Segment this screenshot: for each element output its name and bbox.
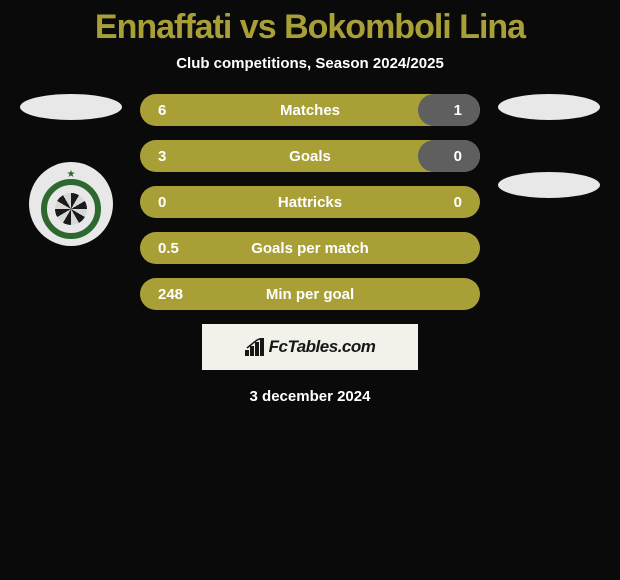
- date-text: 3 december 2024: [250, 388, 371, 405]
- stat-label: Hattricks: [278, 194, 342, 211]
- ball-icon: [55, 193, 87, 225]
- stat-right-value: 0: [454, 194, 462, 211]
- stat-left-value: 6: [158, 102, 166, 119]
- stat-label: Goals per match: [251, 240, 369, 257]
- club-left-crest: ★: [29, 162, 113, 246]
- brand-box[interactable]: FcTables.com: [202, 324, 418, 370]
- stats-column: 6 Matches 1 3 Goals 0 0 Hattricks 0 0.5 …: [140, 94, 480, 310]
- player-left-placeholder: [20, 94, 122, 120]
- crest-ring: [41, 179, 101, 239]
- player-left-column: ★: [20, 94, 122, 246]
- brand-text: FcTables.com: [269, 337, 376, 357]
- stat-right-value: 1: [454, 102, 462, 119]
- page-subtitle: Club competitions, Season 2024/2025: [176, 55, 444, 72]
- crest-icon: ★: [36, 169, 106, 239]
- stat-left-value: 0.5: [158, 240, 179, 257]
- stat-label: Goals: [289, 148, 331, 165]
- stat-right-cap: [418, 94, 480, 126]
- stat-row-matches: 6 Matches 1: [140, 94, 480, 126]
- stat-row-gpm: 0.5 Goals per match: [140, 232, 480, 264]
- stat-right-cap: [418, 140, 480, 172]
- stat-row-hattricks: 0 Hattricks 0: [140, 186, 480, 218]
- stat-row-goals: 3 Goals 0: [140, 140, 480, 172]
- player-right-placeholder: [498, 94, 600, 120]
- main-area: ★ 6 Matches 1 3 Goals 0 0: [0, 94, 620, 310]
- chart-icon: [245, 338, 265, 356]
- stat-left-value: 3: [158, 148, 166, 165]
- stat-row-minpergoal: 248 Min per goal: [140, 278, 480, 310]
- comparison-container: Ennaffati vs Bokomboli Lina Club competi…: [0, 0, 620, 580]
- stat-label: Matches: [280, 102, 340, 119]
- stat-right-value: 0: [454, 148, 462, 165]
- stat-label: Min per goal: [266, 286, 354, 303]
- club-right-placeholder: [498, 172, 600, 198]
- stat-left-value: 248: [158, 286, 183, 303]
- player-right-column: [498, 94, 600, 198]
- stat-left-value: 0: [158, 194, 166, 211]
- page-title: Ennaffati vs Bokomboli Lina: [95, 8, 525, 47]
